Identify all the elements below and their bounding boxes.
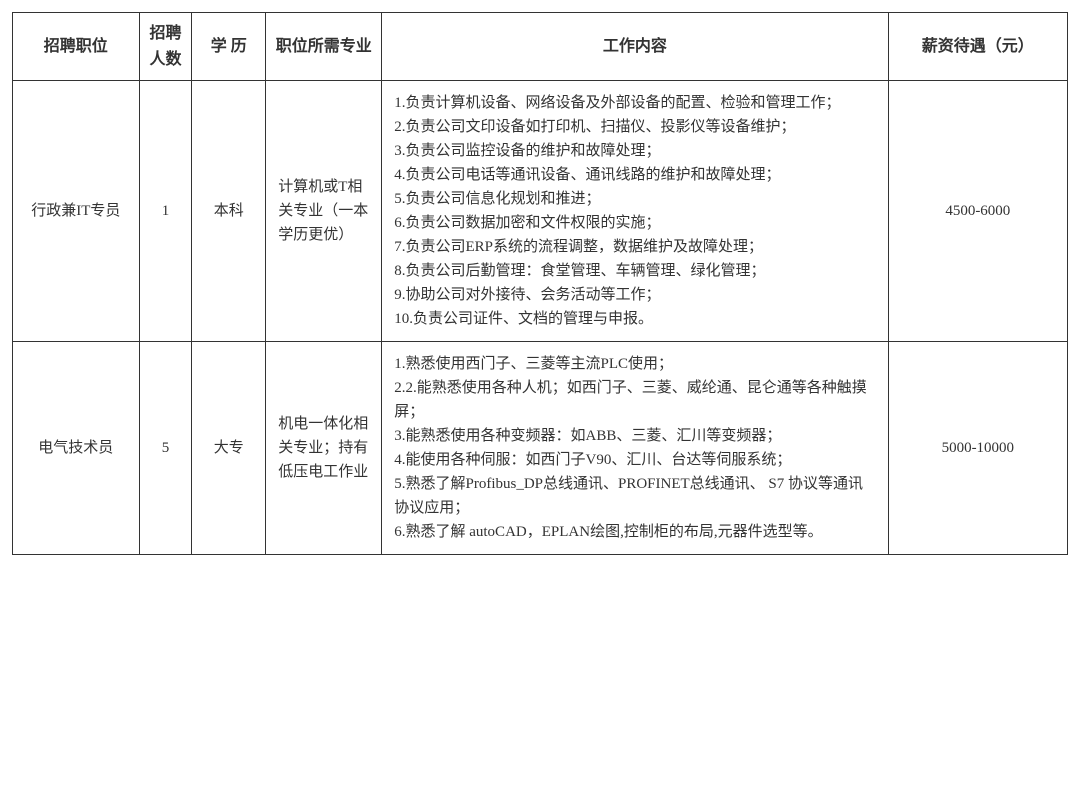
cell-position: 行政兼IT专员 (13, 81, 140, 342)
cell-salary: 5000-10000 (888, 342, 1067, 555)
table-row: 电气技术员 5 大专 机电一体化相关专业；持有低压电工作业 1.熟悉使用西门子、… (13, 342, 1068, 555)
cell-major: 机电一体化相关专业；持有低压电工作业 (266, 342, 382, 555)
col-header-content: 工作内容 (382, 13, 888, 81)
cell-education: 大专 (192, 342, 266, 555)
cell-content: 1.熟悉使用西门子、三菱等主流PLC使用； 2.2.能熟悉使用各种人机；如西门子… (382, 342, 888, 555)
table-row: 行政兼IT专员 1 本科 计算机或T相关专业（一本学历更优） 1.负责计算机设备… (13, 81, 1068, 342)
recruitment-table: 招聘职位 招聘人数 学 历 职位所需专业 工作内容 薪资待遇（元） 行政兼IT专… (12, 12, 1068, 555)
header-row: 招聘职位 招聘人数 学 历 职位所需专业 工作内容 薪资待遇（元） (13, 13, 1068, 81)
col-header-headcount: 招聘人数 (139, 13, 192, 81)
cell-education: 本科 (192, 81, 266, 342)
col-header-major: 职位所需专业 (266, 13, 382, 81)
cell-headcount: 1 (139, 81, 192, 342)
cell-salary: 4500-6000 (888, 81, 1067, 342)
cell-major: 计算机或T相关专业（一本学历更优） (266, 81, 382, 342)
col-header-salary: 薪资待遇（元） (888, 13, 1067, 81)
col-header-position: 招聘职位 (13, 13, 140, 81)
col-header-education: 学 历 (192, 13, 266, 81)
table-header: 招聘职位 招聘人数 学 历 职位所需专业 工作内容 薪资待遇（元） (13, 13, 1068, 81)
cell-position: 电气技术员 (13, 342, 140, 555)
cell-headcount: 5 (139, 342, 192, 555)
cell-content: 1.负责计算机设备、网络设备及外部设备的配置、检验和管理工作； 2.负责公司文印… (382, 81, 888, 342)
